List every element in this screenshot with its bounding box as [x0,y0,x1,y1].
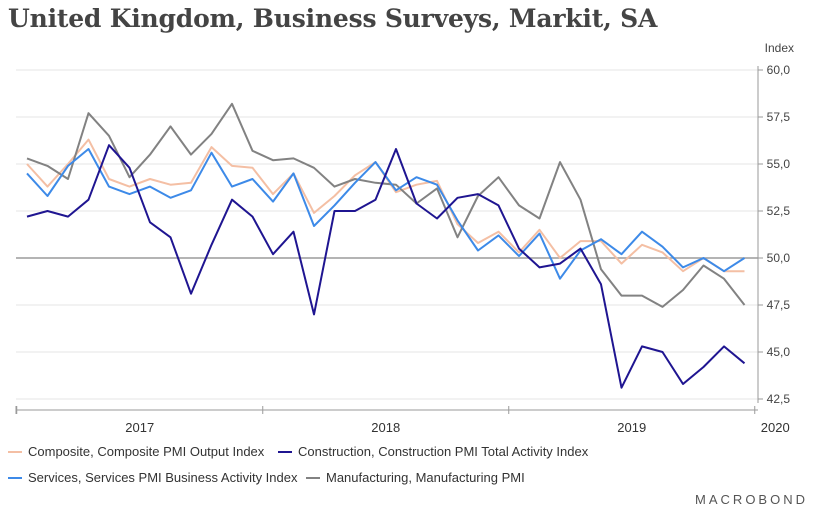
x-tick-label: 2017 [125,420,154,435]
series-line [26,144,746,389]
series-line [26,138,745,273]
legend-swatch-construction [278,450,292,453]
legend-swatch-services [8,476,22,479]
y-tick-label: 55,0 [767,157,791,171]
legend-item-manufacturing: Manufacturing, Manufacturing PMI [306,470,525,485]
legend-label-manufacturing: Manufacturing, Manufacturing PMI [326,470,525,485]
y-tick-label: 42,5 [767,392,791,406]
legend-swatch-manufacturing [306,476,320,479]
legend-label-construction: Construction, Construction PMI Total Act… [298,444,589,459]
series-line [26,148,746,280]
y-tick-label: 50,0 [767,251,791,265]
x-tick-label: 2019 [617,420,646,435]
legend-swatch-composite [8,450,22,453]
series-lines [26,102,746,389]
x-tick-label: 2018 [371,420,400,435]
legend-item-construction: Construction, Construction PMI Total Act… [278,444,588,459]
series-line [26,102,746,308]
y-tick-label: 60,0 [767,63,791,77]
x-tick-label: 2020 [761,420,790,435]
chart-title: United Kingdom, Business Surveys, Markit… [8,4,658,33]
macrobond-logo: MACROBOND [695,492,808,507]
axis-labels: 60,0 57,5 55,0 52,5 50,0 47,5 45,0 42,5 Index 201… [125,41,794,435]
y-tick-label: 57,5 [767,110,791,124]
legend-label-composite: Composite, Composite PMI Output Index [28,444,265,459]
y-axis-label: Index [765,41,794,55]
legend-label-services: Services, Services PMI Business Activity… [28,470,298,485]
y-tick-label: 45,0 [767,345,791,359]
legend-item-composite: Composite, Composite PMI Output Index [8,444,264,459]
y-tick-label: 47,5 [767,298,791,312]
y-tick-label: 52,5 [767,204,791,218]
axes [15,66,763,414]
legend-item-services: Services, Services PMI Business Activity… [8,470,297,485]
grid-lines [16,69,758,400]
